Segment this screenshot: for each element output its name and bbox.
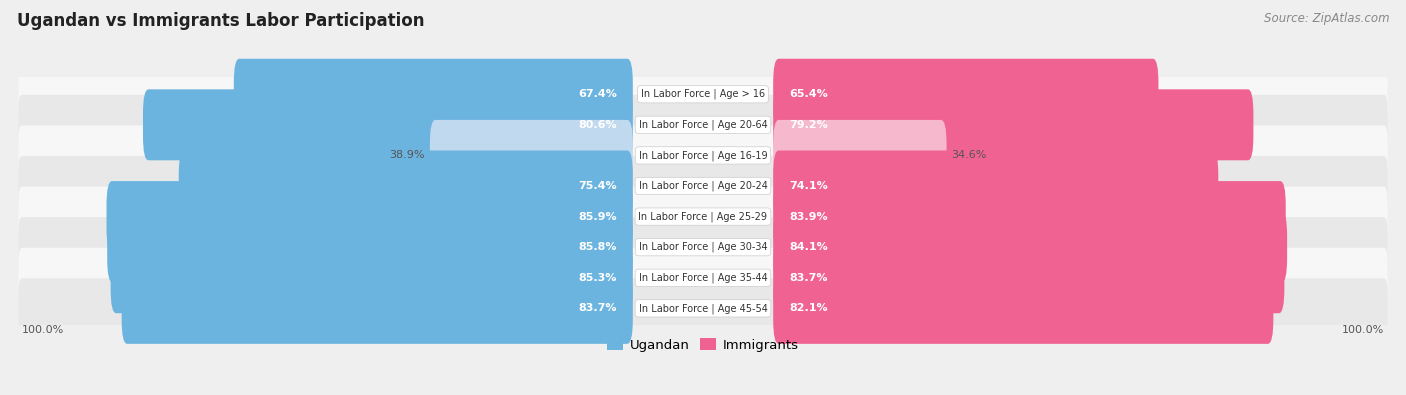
Text: In Labor Force | Age 35-44: In Labor Force | Age 35-44 bbox=[638, 273, 768, 283]
FancyBboxPatch shape bbox=[430, 120, 633, 191]
Text: In Labor Force | Age > 16: In Labor Force | Age > 16 bbox=[641, 89, 765, 100]
FancyBboxPatch shape bbox=[18, 186, 1388, 246]
FancyBboxPatch shape bbox=[111, 242, 633, 313]
FancyBboxPatch shape bbox=[122, 273, 633, 344]
Text: 82.1%: 82.1% bbox=[789, 303, 828, 313]
Text: Source: ZipAtlas.com: Source: ZipAtlas.com bbox=[1264, 12, 1389, 25]
FancyBboxPatch shape bbox=[773, 212, 1286, 283]
Text: In Labor Force | Age 20-24: In Labor Force | Age 20-24 bbox=[638, 181, 768, 191]
FancyBboxPatch shape bbox=[18, 217, 1388, 277]
FancyBboxPatch shape bbox=[233, 59, 633, 130]
FancyBboxPatch shape bbox=[18, 64, 1388, 124]
FancyBboxPatch shape bbox=[773, 120, 946, 191]
Text: 83.7%: 83.7% bbox=[578, 303, 617, 313]
Text: In Labor Force | Age 30-34: In Labor Force | Age 30-34 bbox=[638, 242, 768, 252]
Text: 83.9%: 83.9% bbox=[789, 212, 828, 222]
FancyBboxPatch shape bbox=[773, 273, 1274, 344]
Text: 84.1%: 84.1% bbox=[789, 242, 828, 252]
FancyBboxPatch shape bbox=[773, 242, 1284, 313]
FancyBboxPatch shape bbox=[179, 150, 633, 222]
FancyBboxPatch shape bbox=[773, 89, 1253, 160]
FancyBboxPatch shape bbox=[18, 156, 1388, 216]
FancyBboxPatch shape bbox=[107, 181, 633, 252]
FancyBboxPatch shape bbox=[773, 59, 1159, 130]
Text: 75.4%: 75.4% bbox=[578, 181, 617, 191]
Text: Ugandan vs Immigrants Labor Participation: Ugandan vs Immigrants Labor Participatio… bbox=[17, 12, 425, 30]
Text: 74.1%: 74.1% bbox=[789, 181, 828, 191]
FancyBboxPatch shape bbox=[18, 248, 1388, 308]
Text: 79.2%: 79.2% bbox=[789, 120, 828, 130]
Text: In Labor Force | Age 16-19: In Labor Force | Age 16-19 bbox=[638, 150, 768, 161]
FancyBboxPatch shape bbox=[18, 126, 1388, 185]
Text: 100.0%: 100.0% bbox=[22, 325, 65, 335]
FancyBboxPatch shape bbox=[18, 278, 1388, 339]
Text: 85.9%: 85.9% bbox=[578, 212, 617, 222]
Text: 80.6%: 80.6% bbox=[578, 120, 617, 130]
Text: 34.6%: 34.6% bbox=[952, 150, 987, 160]
Text: In Labor Force | Age 25-29: In Labor Force | Age 25-29 bbox=[638, 211, 768, 222]
Text: 85.8%: 85.8% bbox=[578, 242, 617, 252]
FancyBboxPatch shape bbox=[107, 212, 633, 283]
Text: 83.7%: 83.7% bbox=[789, 273, 828, 283]
FancyBboxPatch shape bbox=[143, 89, 633, 160]
Text: 65.4%: 65.4% bbox=[789, 89, 828, 99]
FancyBboxPatch shape bbox=[773, 181, 1285, 252]
Text: 100.0%: 100.0% bbox=[1341, 325, 1384, 335]
FancyBboxPatch shape bbox=[773, 150, 1219, 222]
Legend: Ugandan, Immigrants: Ugandan, Immigrants bbox=[603, 335, 803, 356]
Text: 85.3%: 85.3% bbox=[579, 273, 617, 283]
Text: In Labor Force | Age 20-64: In Labor Force | Age 20-64 bbox=[638, 120, 768, 130]
Text: 38.9%: 38.9% bbox=[389, 150, 425, 160]
FancyBboxPatch shape bbox=[18, 95, 1388, 155]
Text: 67.4%: 67.4% bbox=[578, 89, 617, 99]
Text: In Labor Force | Age 45-54: In Labor Force | Age 45-54 bbox=[638, 303, 768, 314]
